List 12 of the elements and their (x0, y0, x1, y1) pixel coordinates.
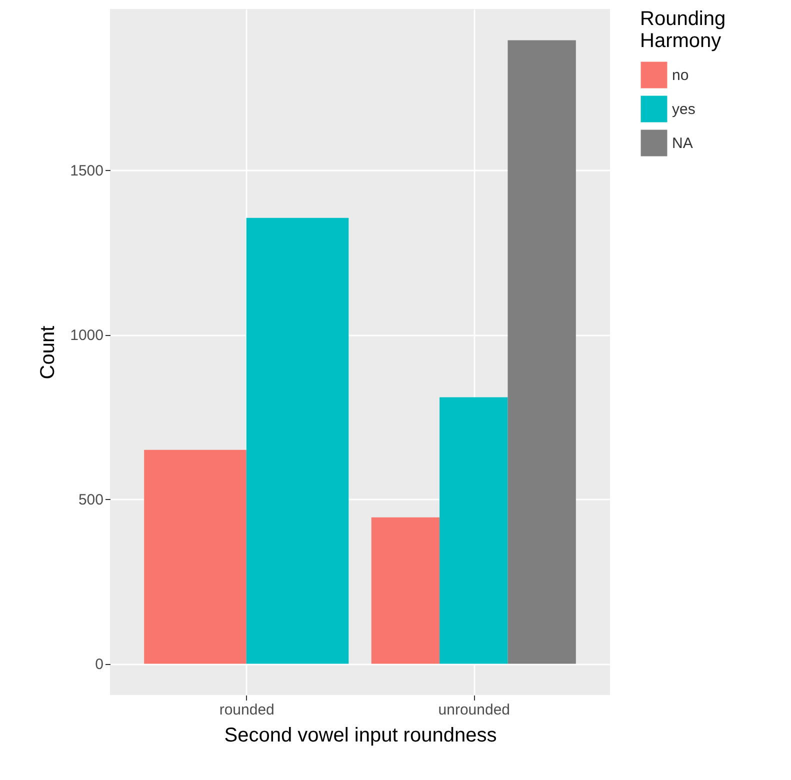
x-tick-label: unrounded (438, 702, 510, 718)
y-tick-label: 500 (78, 492, 104, 509)
y-axis-title: Count (37, 325, 60, 380)
legend-label: yes (672, 101, 696, 118)
legend-title: Rounding Harmony (640, 8, 726, 52)
y-tick-label: 0 (95, 656, 104, 674)
legend-label: no (672, 67, 689, 84)
y-tick-label: 1000 (70, 327, 104, 344)
x-axis-title: Second vowel input roundness (224, 724, 497, 746)
legend-label: NA (672, 135, 693, 152)
y-tick-label: 1500 (70, 162, 104, 180)
x-tick-label: rounded (219, 702, 274, 718)
